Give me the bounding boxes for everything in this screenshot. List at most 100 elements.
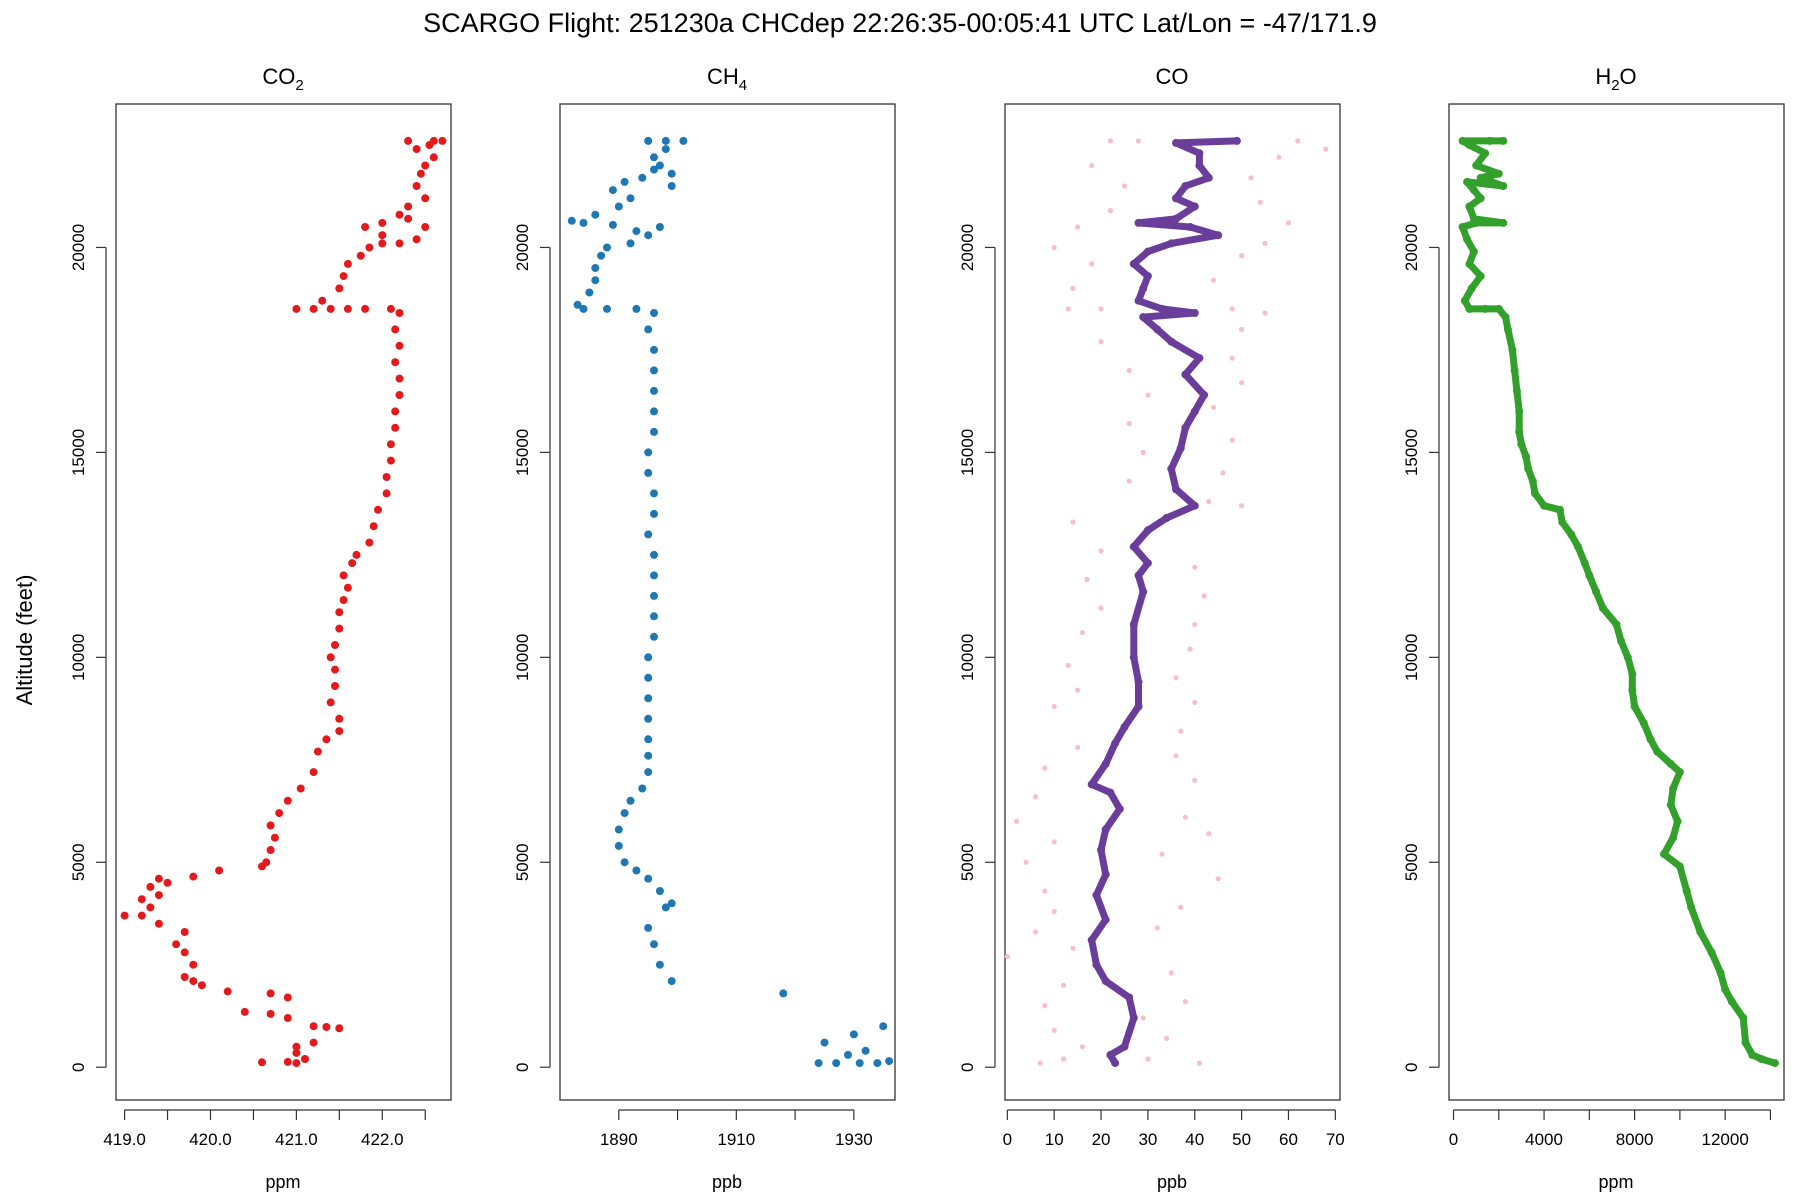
data-point [632,866,641,875]
y-tick-label: 5000 [513,843,532,881]
data-point [283,993,292,1002]
data-point [1285,220,1292,226]
panel-ch4-plot: 1890 1910 1930 0 5000 10000 15000 20000 [513,136,894,1149]
data-point [1200,391,1209,399]
panel-h2o: 0 4000 8000 12000 0 5000 10000 15000 20000 H2O p… [1402,64,1785,1192]
panel-co2: 419.0 420.0 421.0 422.0 0 5000 10000 15000 20000… [69,64,452,1192]
data-point [650,509,658,518]
data-point [820,1038,829,1047]
data-point [348,559,357,568]
data-point [1669,784,1678,793]
data-point [1567,530,1576,539]
data-point [331,641,339,649]
data-point [1023,859,1029,865]
data-point [1465,304,1474,313]
y-tick-label: 0 [1402,1062,1421,1071]
data-point [603,304,611,313]
data-point [644,653,653,662]
x-tick-label: 70 [1326,1130,1345,1149]
data-point [591,264,600,272]
data-point [1186,223,1195,231]
data-point [1042,765,1048,771]
data-point [404,136,413,145]
data-point [1101,915,1110,924]
data-point [386,456,395,465]
data-point [1153,325,1162,334]
x-tick-label: 40 [1185,1130,1204,1149]
data-point [240,1007,249,1016]
data-point [1125,993,1134,1002]
data-point [1555,505,1564,514]
data-point [1524,464,1533,473]
shared-y-axis-label: Altitude (feet) [12,575,37,706]
data-point [644,231,653,240]
data-point [1646,735,1655,744]
data-point [655,161,664,170]
data-point [1501,313,1510,322]
data-point [1061,982,1067,988]
data-point [1172,194,1180,203]
data-point [1182,999,1188,1005]
data-point [1204,173,1213,182]
panel-h2o-title: H2O [1595,64,1636,94]
data-point [1098,605,1104,611]
data-point [1239,503,1245,509]
data-point [1522,452,1530,461]
data-point [1476,194,1485,203]
y-tick-label: 10000 [513,634,532,681]
y-tick-label: 10000 [1402,634,1421,681]
data-point [1121,183,1128,189]
data-point [386,304,395,313]
data-point [879,1022,888,1031]
data-point [1061,1056,1067,1062]
data-point [1540,501,1549,510]
panel-co: 0 10 20 30 40 50 60 70 0 5000 10000 15000 20000 CO p… [958,64,1345,1192]
data-point [1239,380,1245,386]
panel-h2o-xlabel: ppm [1598,1172,1633,1192]
data-point [369,522,378,531]
data-point [283,1014,292,1022]
data-point [644,136,653,145]
data-point [1229,355,1235,361]
data-point [650,940,658,949]
data-point [1515,407,1524,416]
data-point [1469,214,1478,223]
data-point [1465,202,1474,211]
panel-co2-title-sub: 2 [295,77,303,94]
data-point [626,796,635,805]
data-point [395,309,404,317]
data-point [1087,780,1096,789]
data-point [326,304,335,313]
data-point [1140,1015,1146,1021]
data-point [258,1058,266,1067]
data-point [1106,1050,1115,1059]
data-point [1229,306,1235,312]
data-point [1210,404,1217,410]
data-point [378,218,387,227]
data-point [1628,669,1637,678]
data-point [1499,218,1508,227]
data-point [1075,744,1081,751]
data-point [1139,313,1148,322]
data-point [361,223,370,231]
data-point [1129,620,1138,629]
data-point [1120,723,1129,731]
data-point [1126,421,1132,427]
data-point [1214,231,1223,240]
data-point [1675,862,1684,871]
data-point [335,1024,344,1033]
data-point [180,973,189,981]
data-point [655,960,664,969]
data-point [1612,620,1621,629]
data-point [1129,542,1138,551]
data-point [1178,728,1184,734]
data-point [1032,794,1039,800]
data-point [1206,499,1212,505]
data-point [1098,339,1104,345]
data-point [322,735,331,744]
data-point [667,182,676,190]
data-point [1503,325,1512,334]
data-point [292,1059,301,1068]
data-point [1167,337,1176,346]
data-point [331,665,339,674]
